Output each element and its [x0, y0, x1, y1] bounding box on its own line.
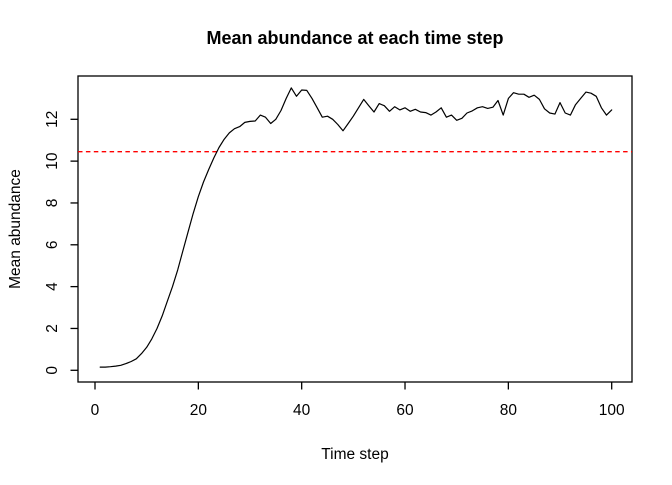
y-axis-label: Mean abundance	[7, 169, 24, 289]
data-line-mean-abundance	[99, 87, 613, 368]
y-tick-label-12: 12	[44, 111, 61, 128]
x-tick-label-0: 0	[91, 402, 100, 419]
x-tick-label-60: 60	[396, 402, 414, 419]
chart-title: Mean abundance at each time step	[206, 28, 503, 48]
y-tick-label-2: 2	[44, 324, 61, 333]
x-tick-label-80: 80	[500, 402, 518, 419]
x-tick-label-100: 100	[599, 402, 625, 419]
x-axis-label: Time step	[321, 446, 388, 463]
plot-area: 0 20 40 60 80 100 0 2 4 6 8 10 12	[44, 87, 632, 419]
x-tick-label-20: 20	[190, 402, 208, 419]
y-tick-label-6: 6	[44, 240, 61, 249]
x-tick-label-40: 40	[293, 402, 311, 419]
plot-box	[77, 75, 633, 383]
y-tick-label-0: 0	[44, 366, 61, 375]
y-tick-label-10: 10	[44, 152, 61, 170]
y-tick-label-8: 8	[44, 199, 61, 208]
y-tick-label-4: 4	[44, 282, 61, 291]
